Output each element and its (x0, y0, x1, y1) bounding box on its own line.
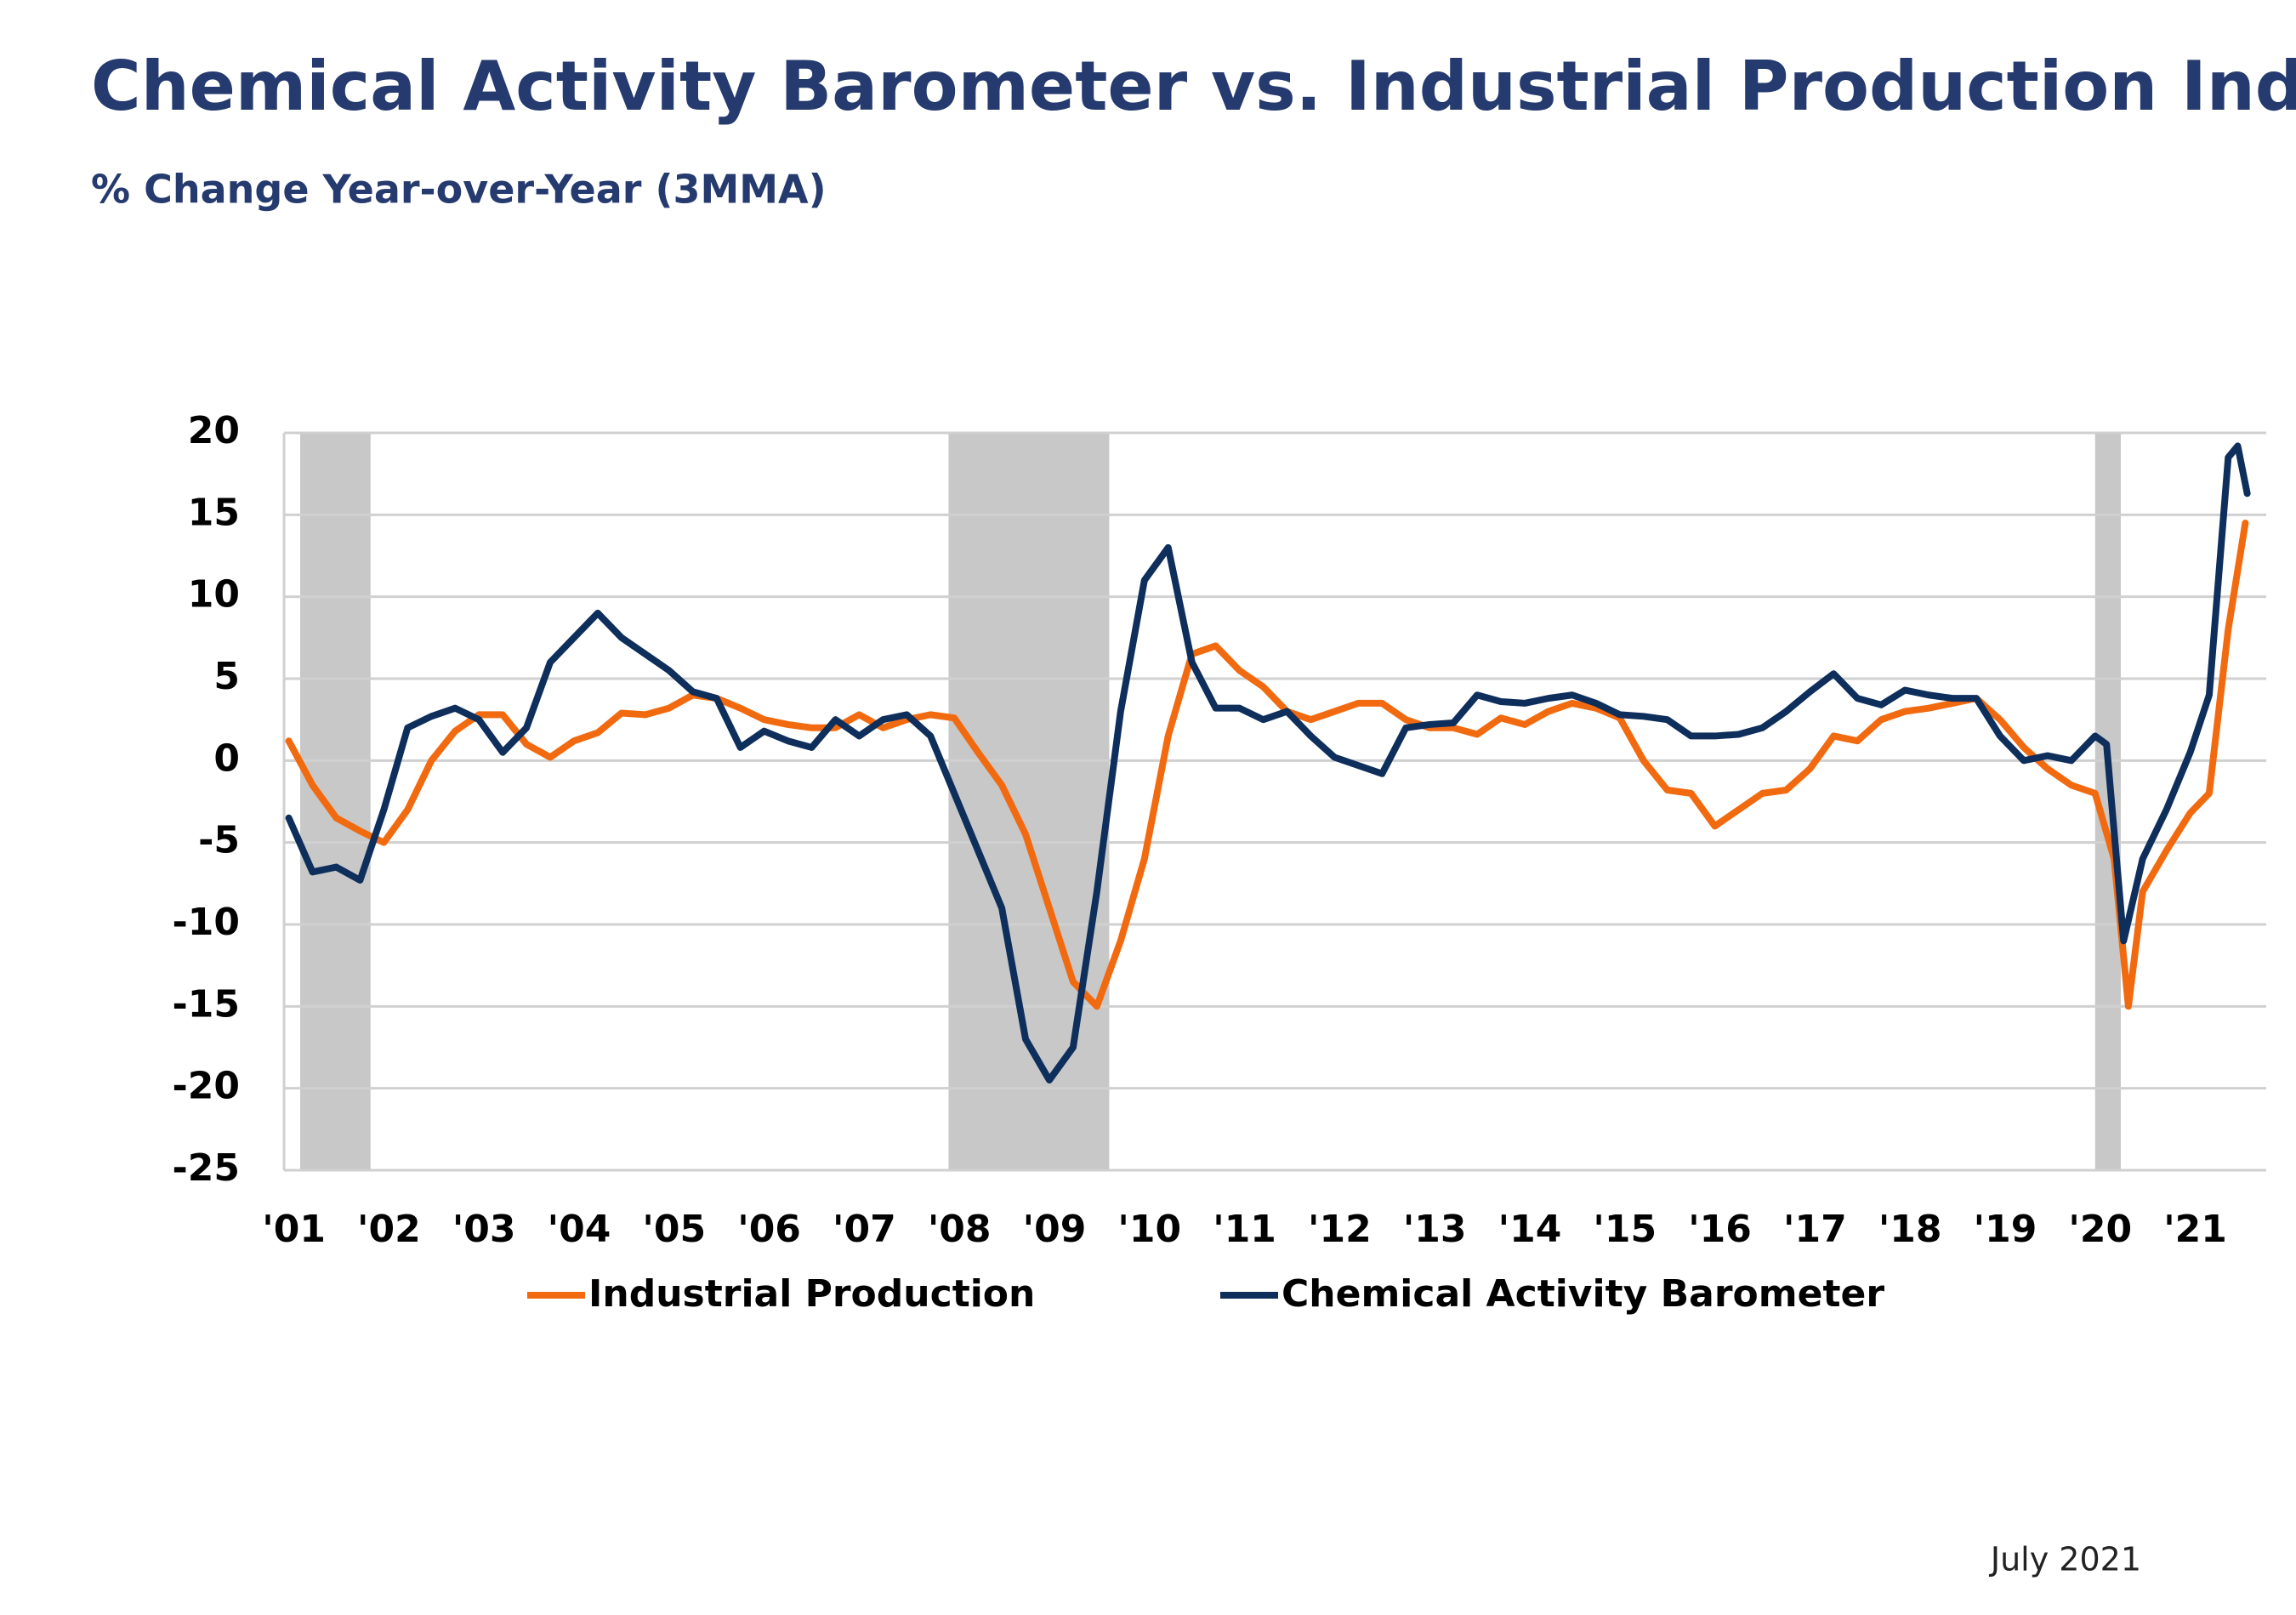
x-tick-label: '21 (2163, 1208, 2227, 1251)
x-tick-label: '11 (1213, 1208, 1276, 1251)
x-tick-label: '02 (357, 1208, 421, 1251)
x-tick-label: '10 (1117, 1208, 1181, 1251)
y-tick-label: 15 (188, 491, 240, 534)
x-tick-label: '01 (262, 1208, 326, 1251)
x-tick-label: '06 (737, 1208, 801, 1251)
y-tick-label: 20 (188, 409, 240, 452)
legend-label: Industrial Production (588, 1272, 1035, 1316)
y-tick-label: -10 (173, 901, 241, 944)
y-tick-label: 10 (188, 573, 240, 617)
recession-band (948, 433, 1110, 1170)
x-tick-label: '14 (1498, 1208, 1562, 1251)
y-tick-label: -25 (173, 1146, 241, 1190)
y-tick-label: -5 (198, 819, 240, 862)
x-tick-label: '18 (1878, 1208, 1942, 1251)
x-tick-label: '08 (928, 1208, 992, 1251)
x-tick-label: '15 (1593, 1208, 1657, 1251)
x-tick-label: '09 (1023, 1208, 1087, 1251)
x-tick-label: '04 (548, 1208, 611, 1251)
x-tick-label: '19 (1974, 1208, 2037, 1251)
x-tick-label: '07 (833, 1208, 896, 1251)
x-tick-label: '12 (1308, 1208, 1372, 1251)
y-tick-label: -20 (173, 1065, 241, 1108)
x-tick-label: '20 (2068, 1208, 2132, 1251)
chart-title: Chemical Activity Barometer vs. Industri… (91, 47, 2296, 126)
x-tick-label: '17 (1783, 1208, 1847, 1251)
legend-label: Chemical Activity Barometer (1282, 1272, 1884, 1316)
chart-subtitle: % Change Year-over-Year (3MMA) (91, 167, 827, 213)
series-line (285, 442, 2251, 1084)
y-tick-label: -15 (173, 982, 241, 1026)
x-tick-label: '03 (452, 1208, 516, 1251)
x-tick-label: '05 (642, 1208, 706, 1251)
x-tick-label: '13 (1403, 1208, 1467, 1251)
x-tick-label: '16 (1688, 1208, 1752, 1251)
y-tick-label: 0 (213, 736, 240, 780)
y-tick-label: 5 (213, 655, 240, 698)
recession-band (300, 433, 371, 1170)
footnote: July 2021 (1989, 1541, 2141, 1578)
